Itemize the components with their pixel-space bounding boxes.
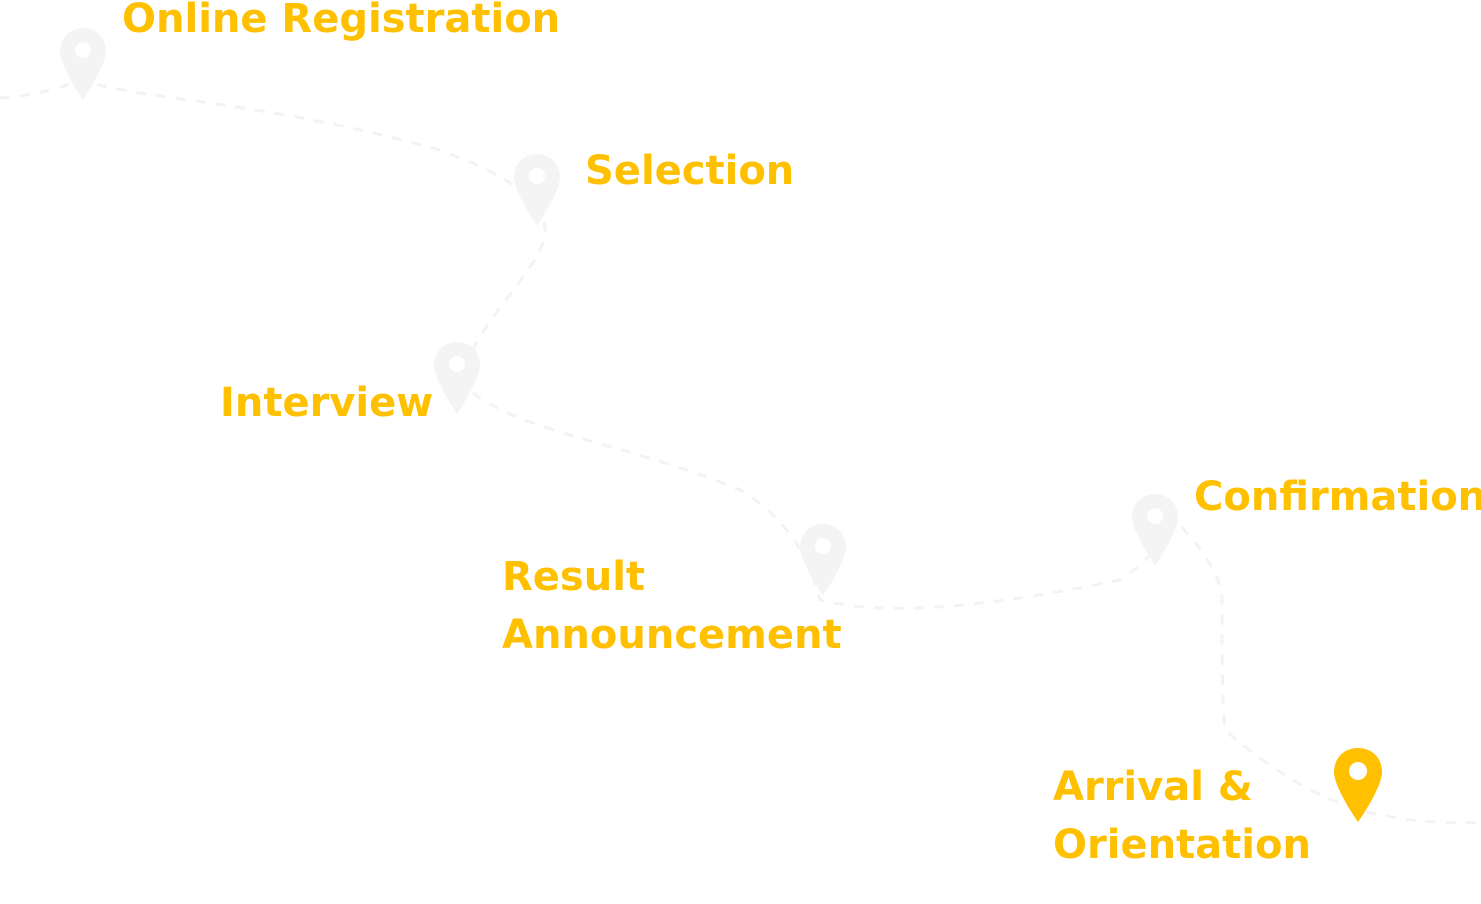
step-title-confirmation: Confirmation xyxy=(1194,474,1481,520)
map-pin-icon xyxy=(800,524,846,596)
map-pin-icon xyxy=(514,154,560,226)
step-title-arrival-orientation: Arrival & Orientation xyxy=(1053,764,1311,868)
map-pin-icon xyxy=(1334,748,1382,822)
step-title-selection: Selection xyxy=(585,148,795,194)
map-pin-icon xyxy=(434,342,480,414)
map-pin-icon xyxy=(60,28,106,100)
step-title-online-registration: Online Registration xyxy=(122,0,561,42)
map-pin-icon xyxy=(1132,494,1178,566)
step-title-interview: Interview xyxy=(220,380,434,426)
step-title-result-announcement: Result Announcement xyxy=(502,554,842,658)
